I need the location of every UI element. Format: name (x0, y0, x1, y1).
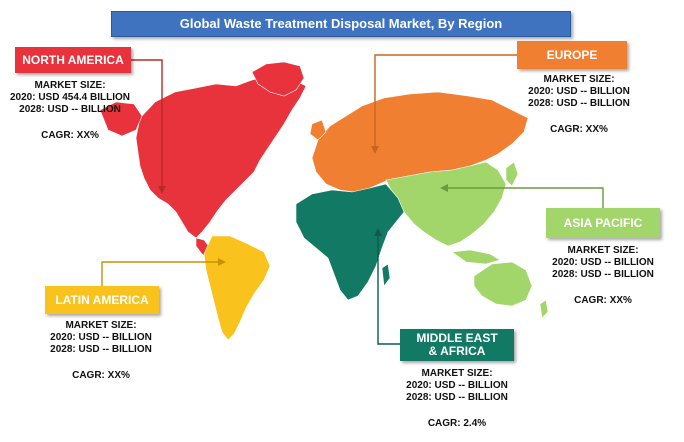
latin-america-label: LATIN AMERICA (45, 286, 159, 314)
middle-east-africa-2020: 2020: USD -- BILLION (406, 380, 508, 391)
north-america-market-size-label: MARKET SIZE: (34, 80, 106, 91)
latin-america-shape (203, 235, 271, 341)
asia-pacific-cagr: CAGR: XX% (574, 295, 632, 306)
europe-label: EUROPE (517, 41, 627, 69)
asia-pacific-shape (385, 161, 507, 247)
middle-east-africa-2028: 2028: USD -- BILLION (406, 392, 508, 403)
europe-arrowhead (371, 146, 379, 154)
madagascar-shape (381, 263, 391, 287)
middle-east-africa-market-size-label: MARKET SIZE: (421, 368, 493, 379)
europe-info: MARKET SIZE: 2020: USD -- BILLION 2028: … (504, 74, 654, 136)
europe-connector (374, 54, 517, 150)
latin-america-arrowhead (218, 258, 226, 266)
europe-shape (311, 91, 529, 193)
latin-america-2028: 2028: USD -- BILLION (50, 344, 152, 355)
asia-pacific-info: MARKET SIZE: 2020: USD -- BILLION 2028: … (528, 245, 678, 307)
middle-east-africa-name-line1: MIDDLE EAST (416, 331, 498, 345)
australia-shape (473, 261, 533, 307)
asia-pacific-2020: 2020: USD -- BILLION (552, 257, 654, 268)
latin-america-market-size-label: MARKET SIZE: (65, 320, 137, 331)
uk-shape (309, 119, 327, 141)
europe-2028: 2028: USD -- BILLION (528, 98, 630, 109)
latin-america-2020: 2020: USD -- BILLION (50, 332, 152, 343)
japan-shape (505, 161, 519, 187)
asia-pacific-connector (444, 187, 604, 208)
north-america-cagr: CAGR: XX% (41, 130, 99, 141)
middle-east-africa-connector (377, 232, 400, 345)
north-america-shape (135, 75, 307, 239)
north-america-connector (131, 59, 163, 190)
latin-america-connector (101, 261, 222, 286)
indonesia-shape (451, 249, 501, 265)
asia-pacific-market-size-label: MARKET SIZE: (567, 245, 639, 256)
asia-pacific-2028: 2028: USD -- BILLION (552, 269, 654, 280)
middle-east-africa-info: MARKET SIZE: 2020: USD -- BILLION 2028: … (382, 368, 532, 430)
latin-america-cagr: CAGR: XX% (72, 370, 130, 381)
north-america-label: NORTH AMERICA (15, 47, 131, 73)
north-america-info: MARKET SIZE: 2020: USD 454.4 BILLION 202… (0, 80, 140, 142)
north-america-arrowhead (158, 186, 166, 194)
europe-market-size-label: MARKET SIZE: (543, 74, 615, 85)
middle-east-africa-label: MIDDLE EAST & AFRICA (400, 329, 514, 361)
new-zealand-shape (539, 299, 549, 319)
middle-east-africa-cagr: CAGR: 2.4% (427, 418, 487, 429)
europe-cagr: CAGR: XX% (550, 124, 608, 135)
asia-pacific-label: ASIA PACIFIC (546, 208, 660, 238)
asia-pacific-arrowhead (440, 184, 448, 192)
north-america-2020: 2020: USD 454.4 BILLION (9, 92, 131, 103)
middle-east-africa-shape (295, 183, 405, 301)
middle-east-africa-arrowhead (374, 228, 382, 236)
alaska-shape (99, 101, 143, 137)
chart-title: Global Waste Treatment Disposal Market, … (111, 11, 571, 37)
greenland-shape (251, 61, 305, 97)
europe-2020: 2020: USD -- BILLION (528, 86, 630, 97)
north-america-2028: 2028: USD -- BILLION (19, 104, 121, 115)
latin-america-info: MARKET SIZE: 2020: USD -- BILLION 2028: … (26, 320, 176, 382)
middle-east-africa-name-line2: & AFRICA (428, 344, 486, 358)
